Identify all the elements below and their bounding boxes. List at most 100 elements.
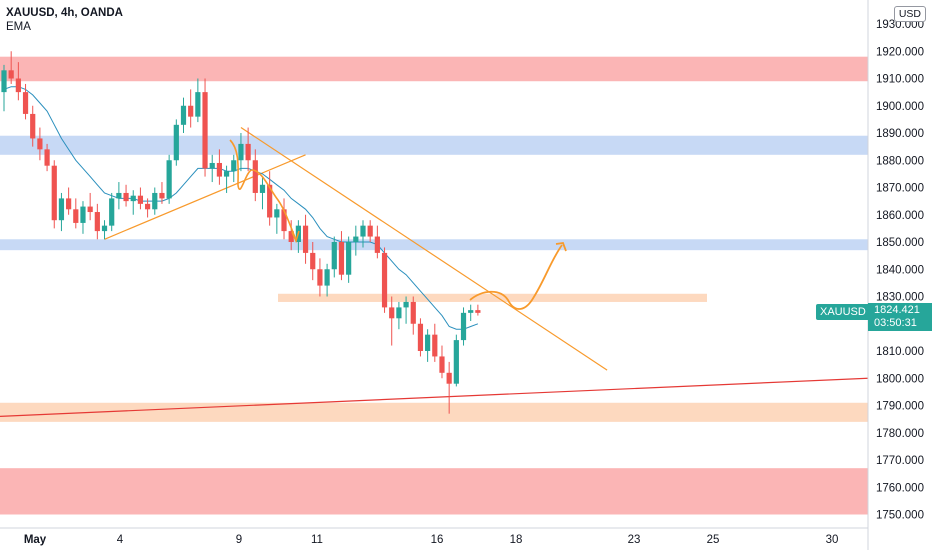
x-tick-label: May	[24, 534, 47, 546]
y-tick-label: 1780.000	[876, 428, 924, 440]
candle	[80, 201, 86, 234]
candle-body	[353, 236, 359, 242]
candle	[389, 296, 395, 346]
x-tick-label: 18	[510, 534, 523, 546]
candle-body	[346, 242, 352, 275]
candle	[374, 225, 380, 259]
candle-body	[188, 105, 194, 117]
candle	[51, 160, 57, 229]
candle	[22, 83, 29, 120]
last-price-value: 1824.421	[874, 304, 920, 316]
y-tick-label: 1890.000	[876, 128, 924, 140]
symbol-price-label: XAUUSD	[816, 304, 870, 320]
y-tick-label: 1790.000	[876, 401, 924, 413]
y-tick-label: 1810.000	[876, 346, 924, 358]
candle	[44, 143, 50, 172]
candle-body	[51, 165, 57, 221]
candle	[439, 345, 445, 379]
candle-body	[324, 269, 330, 286]
candle	[381, 247, 388, 313]
y-tick-label: 1880.000	[876, 155, 924, 167]
y-tick-label: 1920.000	[876, 46, 924, 58]
candle-body	[101, 225, 108, 232]
candle-body	[231, 160, 237, 172]
candle-body	[238, 143, 244, 161]
candle	[259, 176, 266, 210]
candle	[37, 127, 43, 161]
candle-body	[317, 269, 323, 286]
candle	[123, 184, 129, 207]
y-tick-label: 1830.000	[876, 292, 924, 304]
candle	[425, 329, 431, 362]
candle	[30, 105, 36, 147]
candle	[367, 220, 373, 242]
candle-body	[475, 310, 481, 313]
candle-body	[109, 198, 115, 226]
candle	[403, 296, 409, 324]
candle-body	[1, 70, 7, 93]
candle-body	[310, 252, 316, 270]
candle	[137, 187, 144, 210]
trendline-1	[240, 127, 608, 371]
indicator-label[interactable]: EMA	[6, 21, 31, 33]
candle	[87, 192, 93, 221]
candle	[302, 214, 309, 264]
candle	[1, 64, 7, 112]
candle-body	[389, 307, 395, 319]
y-tick-label: 1930.000	[876, 19, 924, 31]
zones-layer	[0, 56, 868, 515]
candles-layer	[1, 51, 481, 414]
candle-body	[453, 340, 459, 384]
drawings-front-layer	[229, 139, 567, 310]
candle	[152, 187, 158, 215]
drawings-layer	[0, 127, 869, 417]
x-tick-label: 4	[117, 534, 124, 546]
candle-body	[367, 225, 373, 237]
candle-body	[30, 113, 36, 139]
candle-body	[460, 312, 467, 341]
projection-path	[469, 244, 563, 310]
currency-button[interactable]: USD	[893, 6, 926, 22]
candle-body	[274, 209, 280, 218]
candle-body	[173, 124, 179, 161]
last-price-tag: 1824.421 03:50:31	[868, 303, 932, 331]
candle-body	[302, 225, 309, 253]
candle-body	[73, 209, 79, 223]
candle	[223, 165, 230, 193]
candle-body	[66, 198, 72, 210]
ema-layer	[3, 86, 479, 330]
candle	[109, 192, 115, 232]
candle-body	[267, 184, 273, 218]
candle	[116, 182, 122, 210]
candle-body	[94, 212, 100, 232]
y-tick-label: 1860.000	[876, 210, 924, 222]
candle-body	[446, 372, 452, 384]
candle-body	[432, 334, 438, 357]
candle-body	[410, 301, 416, 324]
candle	[145, 198, 151, 218]
candle-body	[15, 78, 21, 93]
candle-body	[281, 209, 287, 232]
candle-body	[439, 356, 445, 373]
y-tick-label: 1910.000	[876, 74, 924, 86]
y-tick-label: 1900.000	[876, 101, 924, 113]
candle-body	[338, 242, 345, 275]
candle	[417, 318, 424, 357]
candle	[231, 154, 237, 183]
candle	[360, 220, 366, 248]
zone-demand-4	[0, 402, 868, 422]
x-tick-label: 9	[236, 534, 242, 546]
candle	[8, 51, 14, 84]
candle-body	[123, 192, 129, 202]
candle	[101, 220, 108, 240]
candle-body	[403, 301, 409, 308]
candle-body	[374, 236, 380, 253]
path-drop-curve	[229, 139, 297, 241]
candle-body	[80, 206, 86, 223]
candle-body	[180, 105, 187, 125]
candle	[130, 190, 136, 215]
zone-supply-3	[278, 293, 707, 302]
y-tick-label: 1750.000	[876, 510, 924, 522]
symbol-title[interactable]: XAUUSD, 4h, OANDA	[6, 7, 123, 19]
